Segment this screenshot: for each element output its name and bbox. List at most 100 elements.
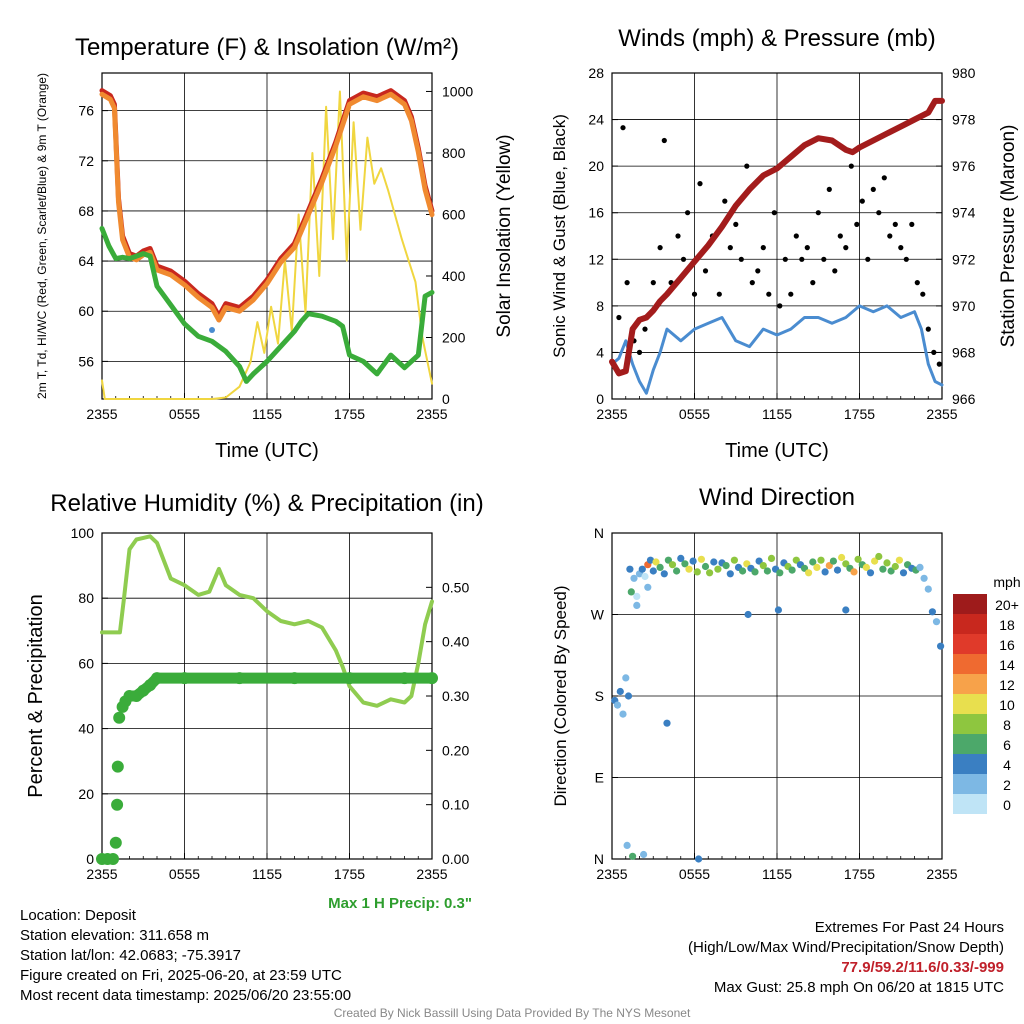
direction-point	[660, 570, 668, 578]
legend-swatch	[953, 794, 987, 814]
direction-point	[685, 565, 693, 573]
direction-point	[833, 566, 842, 574]
precip-point	[109, 836, 122, 849]
direction-point	[649, 567, 657, 575]
y-tick-label: E	[595, 770, 604, 786]
series-line	[610, 304, 944, 395]
direction-point	[751, 568, 759, 576]
direction-point	[932, 618, 941, 626]
credit-line: Created By Nick Bassill Using Data Provi…	[333, 1006, 691, 1020]
y-axis-label: Percent & Precipitation	[25, 594, 47, 797]
x-tick-label: 1155	[252, 406, 282, 422]
gust-point	[887, 233, 893, 239]
direction-point	[673, 567, 681, 575]
y-tick-label: 64	[78, 253, 94, 269]
direction-point	[887, 567, 895, 575]
y-tick-label: S	[595, 688, 604, 704]
y-axis-label: 2m T, Td, HI/WC (Red, Green, Scarlet/Blu…	[35, 73, 49, 399]
direction-point	[640, 850, 648, 859]
direction-point	[871, 557, 879, 565]
gust-point	[657, 245, 663, 251]
legend-label: 16	[999, 637, 1015, 653]
x-tick-label: 1155	[762, 866, 792, 882]
y-tick-label: 72	[78, 153, 94, 169]
plot-frame	[101, 532, 433, 860]
extremes-info: Extremes For Past 24 Hours (High/Low/Max…	[688, 918, 1004, 998]
direction-point	[633, 601, 641, 610]
series-line	[99, 226, 435, 384]
gust-point	[854, 221, 860, 227]
direction-point	[916, 563, 924, 572]
recent-timestamp: Most recent data timestamp: 2025/06/20 2…	[20, 987, 352, 1004]
gust-point	[733, 221, 739, 227]
direction-point	[641, 572, 649, 581]
y2-tick-label: 0	[442, 391, 450, 407]
max-precip-note: Max 1 H Precip: 0.3"	[328, 895, 472, 912]
precip-point	[343, 672, 356, 685]
gust-point	[848, 163, 854, 169]
gust-point	[691, 291, 698, 297]
gust-point	[675, 233, 681, 239]
direction-point	[883, 559, 891, 567]
x-tick-label: 0555	[169, 406, 200, 422]
y2-tick-label: 0.30	[442, 688, 469, 704]
y-tick-label: 8	[596, 298, 604, 314]
gust-point	[793, 233, 799, 239]
chart-title: Winds (mph) & Pressure (mb)	[618, 25, 935, 52]
gust-point	[810, 280, 816, 286]
direction-point	[866, 569, 875, 577]
direction-point	[644, 583, 652, 591]
station-latlon: Station lat/lon: 42.0683; -75.3917	[20, 947, 242, 964]
gust-point	[914, 280, 920, 286]
direction-point	[663, 719, 671, 727]
x-axis-label: Time (UTC)	[725, 440, 829, 462]
y2-tick-label: 980	[952, 65, 976, 81]
y2-tick-label: 1000	[442, 83, 473, 99]
y2-axis-label: Station Pressure (Maroon)	[998, 125, 1019, 348]
y2-tick-label: 978	[952, 112, 976, 128]
y-tick-label: 76	[78, 103, 94, 119]
legend-label: 10	[999, 697, 1015, 713]
legend-swatch	[953, 594, 987, 614]
gust-point	[925, 326, 931, 332]
y2-tick-label: 0.00	[442, 851, 469, 867]
gust-point	[697, 181, 703, 187]
y2-tick-label: 0.40	[442, 634, 469, 650]
legend-label: 4	[1003, 757, 1011, 773]
plot-frame	[611, 72, 943, 400]
precip-point	[111, 760, 124, 773]
precip-point	[288, 672, 301, 685]
x-tick-label: 0555	[679, 406, 710, 422]
direction-point	[776, 569, 784, 577]
y-tick-label: 20	[78, 786, 94, 802]
extremes-heading: Extremes For Past 24 Hours	[814, 919, 1004, 936]
gust-point	[722, 198, 728, 204]
x-tick-label: 2355	[416, 406, 447, 422]
direction-point	[681, 560, 689, 568]
gust-point	[826, 186, 832, 192]
y-tick-label: 4	[596, 344, 604, 360]
direction-point	[646, 556, 655, 564]
direction-point	[928, 608, 937, 616]
direction-point	[767, 554, 776, 563]
gust-point	[642, 326, 648, 332]
y-tick-label: 0	[596, 391, 604, 407]
legend-title: mph	[993, 574, 1020, 590]
station-info: Location: Deposit Station elevation: 311…	[20, 906, 351, 1006]
direction-point	[937, 642, 945, 650]
direction-point	[633, 592, 641, 601]
series-line	[609, 97, 945, 377]
gust-point	[650, 280, 656, 286]
y2-tick-label: 968	[952, 344, 976, 360]
direction-point	[774, 606, 783, 614]
direction-point	[710, 558, 718, 566]
x-tick-label: 2355	[926, 406, 957, 422]
direction-point	[701, 562, 710, 571]
direction-point	[895, 556, 904, 564]
gust-point	[909, 221, 915, 227]
y2-tick-label: 400	[442, 268, 466, 284]
gust-point	[716, 291, 722, 297]
y-tick-label: 0	[86, 851, 94, 867]
y2-tick-label: 974	[952, 205, 976, 221]
